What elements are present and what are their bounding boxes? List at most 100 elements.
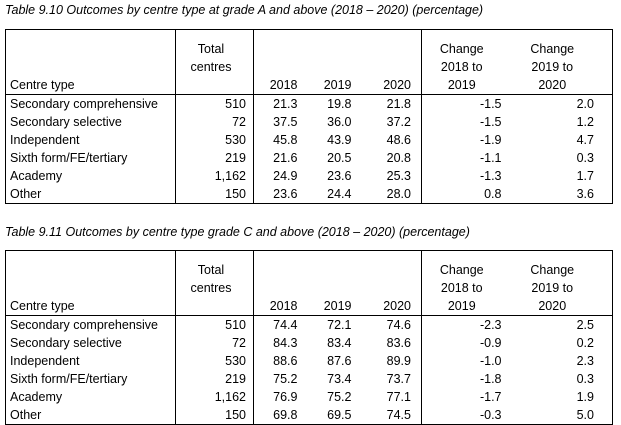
header-line: Total — [197, 42, 225, 56]
cell-2020: 20.8 — [386, 151, 411, 165]
column-header-2020: 2020 — [363, 29, 422, 95]
header-line: 2019 — [447, 78, 476, 92]
table-row: Secondary selective 72 84.3 83.4 83.6 -0.9 0.2 — [5, 334, 613, 352]
cell-2019: 83.4 — [327, 336, 352, 350]
cell-total-centres: 219 — [175, 149, 254, 167]
cell-2020: 74.6 — [386, 318, 411, 332]
cell-change-2018-2019: -1.3 — [421, 167, 511, 185]
table-row: Independent 530 45.8 43.9 48.6 -1.9 4.7 — [5, 131, 613, 149]
table-row: Secondary selective 72 37.5 36.0 37.2 -1.5 1.2 — [5, 113, 613, 131]
table-body: Secondary comprehensive 510 21.3 19.8 21.8 -1… — [5, 94, 613, 204]
cell-change-2018-2019: -1.8 — [421, 370, 511, 388]
column-header-change-2018-2019: Change 2018 to 2019 — [421, 29, 511, 95]
cell-2019: 20.5 — [327, 151, 352, 165]
cell-centre-type: Independent — [5, 352, 176, 370]
cell-2020: 83.6 — [386, 336, 411, 350]
cell-2018: 76.9 — [253, 388, 308, 406]
cell-total-centres: 150 — [175, 185, 254, 204]
column-header-centre-type: Centre type — [5, 250, 176, 316]
header-line: Total — [197, 263, 225, 277]
table-row: Sixth form/FE/tertiary 219 21.6 20.5 20.8 -1.… — [5, 149, 613, 167]
cell-2018: 84.3 — [253, 334, 308, 352]
cell-2019: 75.2 — [327, 390, 352, 404]
cell-total-centres: 219 — [175, 370, 254, 388]
cell-total-centres: 510 — [175, 315, 254, 334]
table-row: Other 150 69.8 69.5 74.5 -0.3 5.0 — [5, 406, 613, 425]
table-row: Secondary comprehensive 510 21.3 19.8 21.8 -1… — [5, 94, 613, 113]
cell-change-2019-2020: 0.2 — [510, 334, 613, 352]
table-caption: Table 9.10 Outcomes by centre type at gr… — [5, 3, 484, 17]
cell-2018: 45.8 — [253, 131, 308, 149]
cell-total-centres: 530 — [175, 352, 254, 370]
cell-2020: 37.2 — [386, 115, 411, 129]
header-line: Change — [439, 263, 484, 277]
cell-2020: 77.1 — [386, 390, 411, 404]
cell-change-2018-2019: 0.8 — [421, 185, 511, 204]
cell-2018: 37.5 — [253, 113, 308, 131]
outcomes-table-grade-a: Centre type Total centres 2018 2019 2020… — [5, 29, 613, 204]
cell-total-centres: 510 — [175, 94, 254, 113]
cell-change-2019-2020: 0.3 — [510, 149, 613, 167]
cell-2019: 43.9 — [327, 133, 352, 147]
cell-centre-type: Sixth form/FE/tertiary — [5, 370, 176, 388]
column-header-change-2018-2019: Change 2018 to 2019 — [421, 250, 511, 316]
cell-2018: 75.2 — [253, 370, 308, 388]
header-line: 2019 to — [531, 281, 574, 295]
header-line: centres — [190, 281, 232, 295]
cell-2019: 87.6 — [327, 354, 352, 368]
cell-change-2018-2019: -2.3 — [421, 315, 511, 334]
table-body: Secondary comprehensive 510 74.4 72.1 74.6 -2… — [5, 315, 613, 425]
cell-2018: 24.9 — [253, 167, 308, 185]
column-header-2020: 2020 — [363, 250, 422, 316]
cell-change-2018-2019: -1.0 — [421, 352, 511, 370]
header-line: Change — [530, 263, 575, 277]
header-line: 2018 to — [440, 60, 483, 74]
cell-change-2018-2019: -1.1 — [421, 149, 511, 167]
cell-change-2019-2020: 2.3 — [510, 352, 613, 370]
table-row: Other 150 23.6 24.4 28.0 0.8 3.6 — [5, 185, 613, 204]
header-line: Change — [530, 42, 575, 56]
cell-change-2019-2020: 1.7 — [510, 167, 613, 185]
column-header-change-2019-2020: Change 2019 to 2020 — [510, 29, 613, 95]
cell-change-2019-2020: 2.5 — [510, 315, 613, 334]
cell-change-2018-2019: -1.7 — [421, 388, 511, 406]
cell-2018: 88.6 — [253, 352, 308, 370]
cell-2019: 23.6 — [327, 169, 352, 183]
cell-centre-type: Academy — [5, 388, 176, 406]
cell-centre-type: Academy — [5, 167, 176, 185]
header-line: Change — [439, 42, 484, 56]
cell-change-2019-2020: 1.9 — [510, 388, 613, 406]
cell-centre-type: Secondary selective — [5, 334, 176, 352]
cell-centre-type: Other — [5, 185, 176, 204]
cell-2020: 73.7 — [386, 372, 411, 386]
cell-centre-type: Secondary comprehensive — [5, 94, 176, 113]
cell-change-2019-2020: 4.7 — [510, 131, 613, 149]
column-header-2018: 2018 — [253, 29, 308, 95]
cell-2020: 25.3 — [386, 169, 411, 183]
cell-change-2019-2020: 1.2 — [510, 113, 613, 131]
cell-centre-type: Sixth form/FE/tertiary — [5, 149, 176, 167]
cell-centre-type: Secondary selective — [5, 113, 176, 131]
table-row: Academy 1,162 76.9 75.2 77.1 -1.7 1.9 — [5, 388, 613, 406]
cell-change-2018-2019: -0.9 — [421, 334, 511, 352]
cell-total-centres: 72 — [175, 113, 254, 131]
cell-2018: 21.6 — [253, 149, 308, 167]
cell-2019: 19.8 — [327, 97, 352, 111]
cell-total-centres: 1,162 — [175, 167, 254, 185]
cell-2018: 69.8 — [253, 406, 308, 425]
cell-2020: 89.9 — [386, 354, 411, 368]
cell-2020: 48.6 — [386, 133, 411, 147]
column-header-change-2019-2020: Change 2019 to 2020 — [510, 250, 613, 316]
cell-change-2019-2020: 3.6 — [510, 185, 613, 204]
cell-change-2019-2020: 2.0 — [510, 94, 613, 113]
cell-2019: 72.1 — [327, 318, 352, 332]
table-row: Sixth form/FE/tertiary 219 75.2 73.4 73.7 -1.… — [5, 370, 613, 388]
header-line: 2019 to — [531, 60, 574, 74]
cell-change-2019-2020: 0.3 — [510, 370, 613, 388]
column-header-2018: 2018 — [253, 250, 308, 316]
column-header-2019: 2019 — [307, 250, 364, 316]
cell-2019: 36.0 — [327, 115, 352, 129]
cell-total-centres: 1,162 — [175, 388, 254, 406]
table-caption: Table 9.11 Outcomes by centre type grade… — [5, 225, 470, 239]
table-row: Independent 530 88.6 87.6 89.9 -1.0 2.3 — [5, 352, 613, 370]
